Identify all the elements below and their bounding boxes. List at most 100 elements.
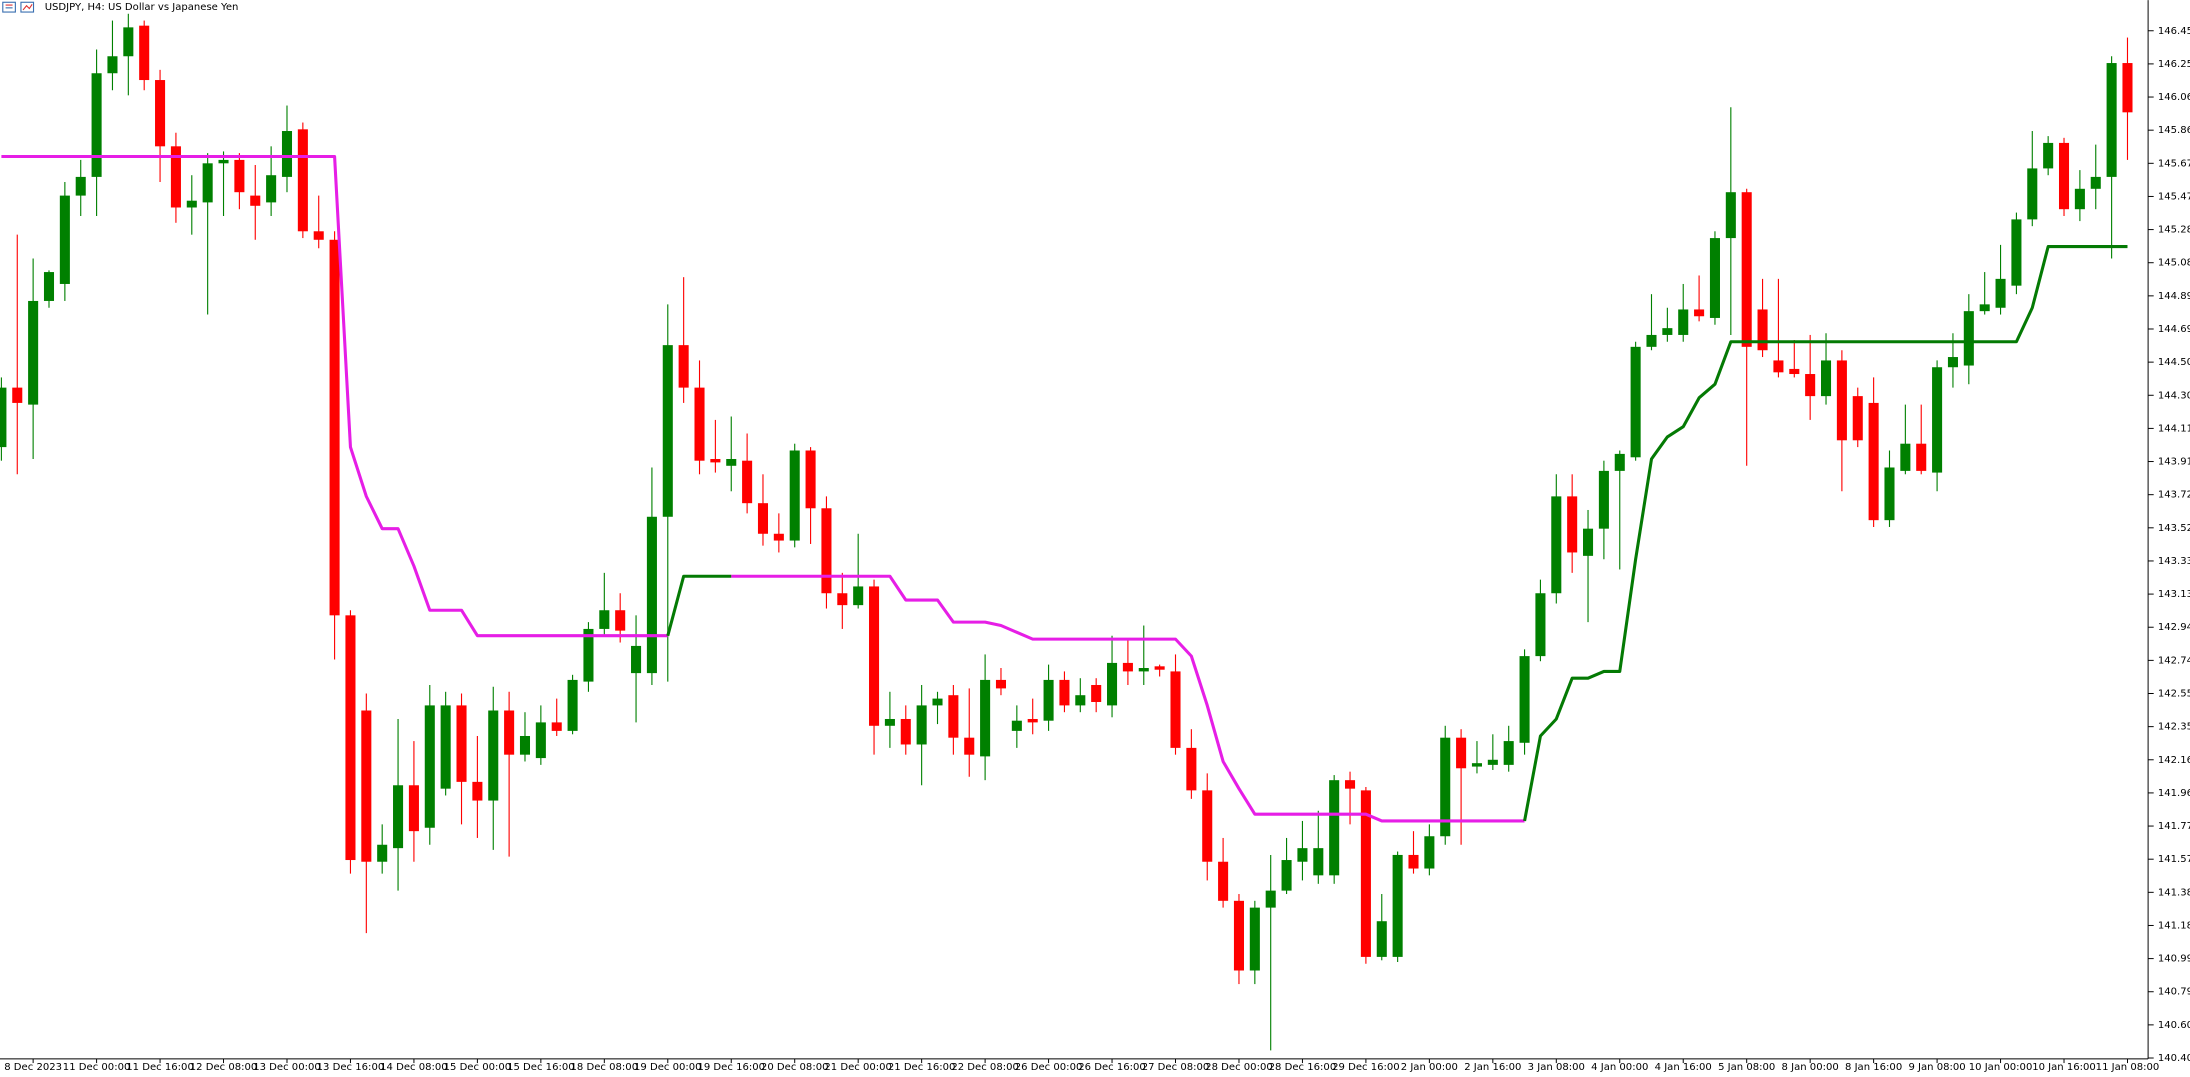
y-tick-label: 143.525 [2158, 523, 2190, 534]
candle-body [1678, 309, 1689, 335]
candle-body [2058, 142, 2070, 210]
candle-body [12, 387, 23, 403]
candle-body [1900, 443, 1911, 471]
candle-body [1202, 790, 1213, 862]
candle-body [710, 458, 721, 463]
candle-body [1757, 309, 1768, 351]
y-tick-label: 140.405 [2158, 1053, 2190, 1064]
candle-body [1487, 759, 1498, 765]
candle-body [2106, 63, 2117, 177]
y-tick-label: 142.160 [2158, 755, 2190, 766]
candle-body [1709, 238, 1720, 318]
candle-body [1884, 467, 1895, 521]
x-tick-label: 2 Jan 16:00 [1464, 1062, 1521, 1073]
candle-body [504, 710, 515, 755]
indicator-line [1, 154, 1525, 823]
y-tick-label: 141.770 [2158, 821, 2190, 832]
candle-body [884, 718, 895, 726]
candle-body [1408, 854, 1419, 869]
candle-body [583, 628, 594, 682]
candle-body [678, 345, 689, 388]
x-tick-label: 3 Jan 08:00 [1528, 1062, 1585, 1073]
candle-body [1424, 836, 1435, 869]
candle-body [1471, 763, 1482, 767]
candle-body [1535, 593, 1546, 657]
candle-body [1773, 360, 1784, 373]
x-tick-label: 27 Dec 08:00 [1142, 1062, 1210, 1073]
candle-body [75, 176, 86, 196]
x-tick-label: 8 Jan 16:00 [1845, 1062, 1902, 1073]
candle-body [1122, 662, 1133, 672]
candle-body [2027, 168, 2038, 220]
candle-body [202, 163, 213, 203]
x-tick-label: 19 Dec 00:00 [634, 1062, 702, 1073]
candle-body [1392, 854, 1403, 957]
candle-body [139, 25, 150, 81]
candle-body [1614, 453, 1625, 471]
candle-body [218, 159, 229, 164]
candle-body [250, 195, 261, 206]
y-tick-label: 143.915 [2158, 457, 2190, 468]
x-tick-label: 4 Jan 00:00 [1591, 1062, 1648, 1073]
x-tick-label: 15 Dec 00:00 [444, 1062, 512, 1073]
candle-body [1741, 192, 1752, 347]
candle-body [472, 781, 483, 801]
candle-body [837, 593, 848, 606]
candle-body [1567, 496, 1578, 553]
candle-body [266, 175, 277, 203]
y-tick-label: 145.280 [2158, 225, 2190, 236]
candle-body [1916, 443, 1927, 471]
candle-body [1583, 528, 1594, 556]
candle-body [361, 710, 372, 862]
candle-body [615, 610, 626, 631]
candle-body [995, 679, 1007, 689]
x-tick-label: 28 Dec 16:00 [1269, 1062, 1337, 1073]
candle-body [1868, 402, 1879, 521]
candle-body [1963, 311, 1974, 366]
y-tick-label: 141.965 [2158, 788, 2190, 799]
candle-body [773, 533, 784, 541]
candle-body [123, 27, 134, 57]
x-tick-label: 19 Dec 16:00 [697, 1062, 765, 1073]
candle-body [2011, 219, 2022, 286]
candle-body [900, 718, 911, 745]
x-tick-label: 11 Dec 00:00 [63, 1062, 131, 1073]
candle-body [567, 679, 578, 731]
candle-body [393, 785, 404, 849]
y-tick-label: 145.865 [2158, 125, 2190, 136]
candle-body [519, 735, 531, 755]
y-tick-label: 141.380 [2158, 887, 2190, 898]
candle-body [535, 722, 546, 759]
y-tick-label: 140.600 [2158, 1020, 2190, 1031]
y-tick-label: 142.940 [2158, 622, 2190, 633]
y-tick-label: 142.550 [2158, 689, 2190, 700]
y-tick-label: 143.720 [2158, 490, 2190, 501]
candle-body [869, 586, 880, 726]
x-tick-label: 22 Dec 08:00 [951, 1062, 1019, 1073]
y-tick-label: 141.185 [2158, 920, 2190, 931]
y-tick-label: 144.110 [2158, 423, 2190, 434]
candle-body [297, 129, 308, 232]
candle-body [646, 516, 657, 674]
candle-body [2074, 188, 2085, 210]
candle-body [1805, 374, 1816, 397]
y-tick-label: 140.990 [2158, 954, 2190, 965]
candle-body [916, 705, 927, 745]
candle-body [599, 610, 610, 629]
candle-body [1233, 900, 1244, 971]
candle-body [1662, 328, 1673, 335]
candle-body [853, 586, 864, 606]
y-tick-label: 146.060 [2158, 92, 2190, 103]
candle-body [456, 705, 467, 782]
y-tick-label: 144.890 [2158, 291, 2190, 302]
candle-body [1011, 720, 1022, 731]
candle-body [170, 146, 181, 208]
y-tick-label: 140.795 [2158, 987, 2190, 998]
y-tick-label: 145.475 [2158, 191, 2190, 202]
candle-body [1947, 357, 1958, 368]
x-tick-label: 11 Jan 08:00 [2096, 1062, 2160, 1073]
candle-body [805, 450, 816, 509]
candle-body [424, 705, 435, 828]
candle-body [28, 300, 39, 405]
